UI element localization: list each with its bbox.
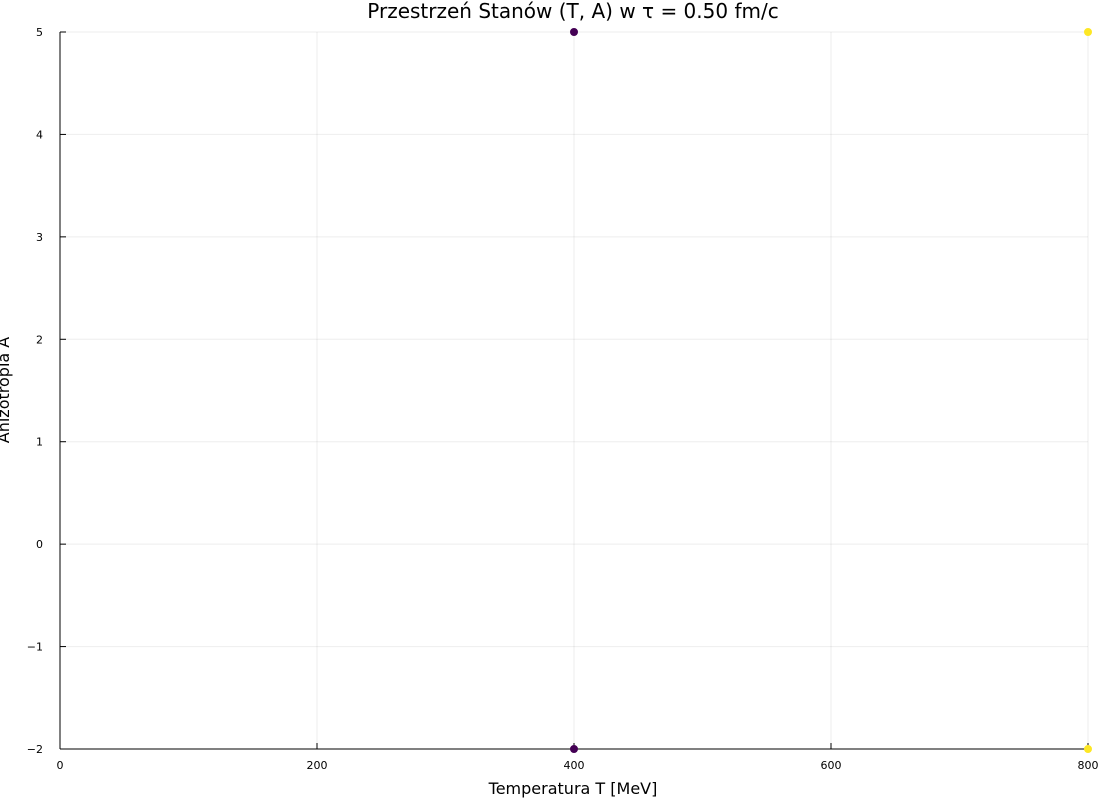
x-tick-label: 200	[307, 759, 328, 772]
y-tick-label: 5	[36, 26, 43, 39]
y-tick-label: 4	[36, 128, 43, 141]
scatter-point	[570, 745, 578, 753]
y-tick-label: 2	[36, 333, 43, 346]
x-tick-label: 400	[564, 759, 585, 772]
x-axis-label: Temperatura T [MeV]	[488, 779, 658, 798]
y-tick-label: −1	[27, 641, 43, 654]
y-tick-label: 3	[36, 231, 43, 244]
x-tick-label: 800	[1078, 759, 1099, 772]
scatter-point	[1084, 745, 1092, 753]
y-tick-label: 1	[36, 436, 43, 449]
y-tick-label: 0	[36, 538, 43, 551]
y-axis-label: Anizotropia A	[0, 337, 13, 444]
chart-title: Przestrzeń Stanów (T, A) w τ = 0.50 fm/c	[367, 0, 778, 23]
grid-lines	[59, 31, 1089, 750]
data-points	[570, 28, 1092, 753]
tick-labels: 0 200 400 600 800 −2 −1 0 1 2 3 4 5	[27, 26, 1099, 772]
scatter-point	[570, 28, 578, 36]
y-tick-label: −2	[27, 743, 43, 756]
scatter-point	[1084, 28, 1092, 36]
x-tick-label: 0	[57, 759, 64, 772]
x-tick-label: 600	[821, 759, 842, 772]
